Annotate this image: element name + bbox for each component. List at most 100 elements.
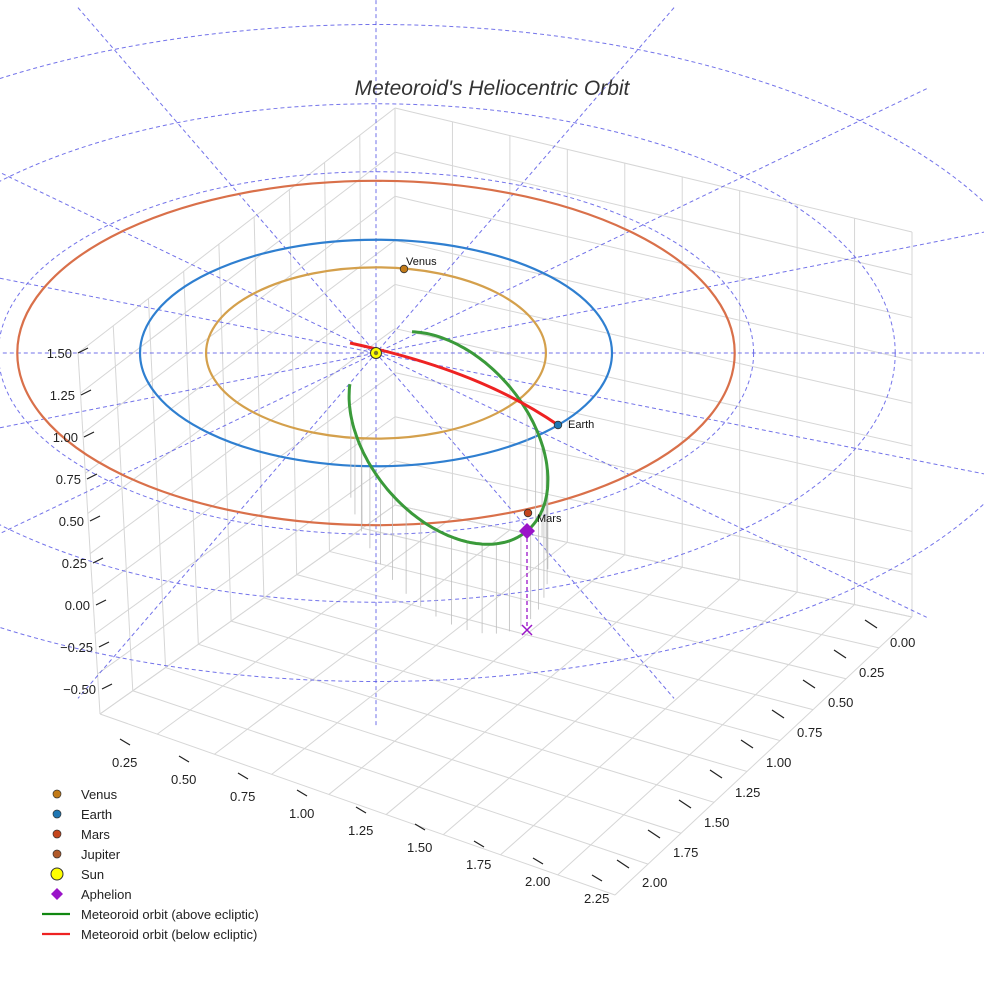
z-tick-label: 1.25 <box>50 388 75 403</box>
grid-line <box>359 135 363 529</box>
z-tick-label: 0.50 <box>59 514 84 529</box>
planet-earth-label: Earth <box>568 419 594 431</box>
x-tick-label: 2.25 <box>584 891 609 906</box>
x-tick-label: 1.25 <box>348 823 373 838</box>
grid-line <box>198 643 715 803</box>
grid-line <box>80 151 396 394</box>
legend-item-label: Meteoroid orbit (below ecliptic) <box>81 927 257 942</box>
grid-line <box>394 416 913 532</box>
grid-line <box>394 328 913 447</box>
orbit-mars <box>16 179 736 527</box>
y-tick-mark <box>864 619 878 629</box>
x-tick-mark <box>119 738 131 746</box>
planet-earth-marker <box>553 420 563 430</box>
grid-line <box>362 527 880 649</box>
legend-item-label: Venus <box>81 787 118 802</box>
grid-line <box>394 195 913 319</box>
x-tick-label: 2.00 <box>525 874 550 889</box>
orbit-earth <box>138 238 614 468</box>
legend-item-label: Meteoroid orbit (above ecliptic) <box>81 907 259 922</box>
x-tick-mark <box>296 789 308 797</box>
sun-core <box>373 350 379 356</box>
aphelion-projection-marker <box>521 624 533 636</box>
y-tick-mark <box>647 829 661 839</box>
planet-mars-marker <box>523 508 533 518</box>
legend-marker <box>50 867 64 881</box>
y-tick-label: 1.75 <box>673 845 698 860</box>
y-tick-label: 0.50 <box>828 695 853 710</box>
z-tick-mark <box>101 683 113 690</box>
grid-line <box>614 616 913 896</box>
y-tick-label: 0.00 <box>890 635 915 650</box>
z-tick-mark <box>98 641 110 648</box>
z-tick-mark <box>89 515 101 522</box>
y-tick-mark <box>771 709 785 719</box>
grid-line <box>557 604 855 876</box>
grid-line <box>394 460 913 575</box>
x-tick-label: 1.50 <box>407 840 432 855</box>
y-tick-mark <box>802 679 816 689</box>
z-tick-mark <box>92 557 104 564</box>
grid-line <box>329 550 847 680</box>
y-tick-mark <box>678 799 692 809</box>
y-tick-mark <box>709 769 723 779</box>
grid-line <box>394 107 913 233</box>
y-tick-label: 1.00 <box>766 755 791 770</box>
x-tick-mark <box>414 823 426 831</box>
x-tick-mark <box>355 806 367 814</box>
grid-line <box>92 372 396 595</box>
grid-line <box>85 239 396 474</box>
grid-line <box>94 416 396 635</box>
axis-ticks: 1.50 1.25 1.00 0.75 0.50 0.25 0.00 −0.25 −0.50 0.… <box>47 346 916 906</box>
z-tick-mark <box>95 599 107 606</box>
legend-marker <box>52 849 62 859</box>
grid-line <box>77 352 101 715</box>
grid-line <box>165 667 682 834</box>
z-tick-label: 0.75 <box>56 472 81 487</box>
legend-marker <box>52 789 62 799</box>
z-tick-mark <box>77 347 89 354</box>
grid-line <box>394 372 913 490</box>
x-tick-label: 0.75 <box>230 789 255 804</box>
grid-line <box>132 690 649 865</box>
grid-line <box>263 597 781 742</box>
grid-line <box>253 216 265 598</box>
grid-line <box>500 591 798 856</box>
grid-line <box>296 574 814 711</box>
grid-line <box>99 504 396 715</box>
legend-item-label: Jupiter <box>81 847 121 862</box>
z-tick-label: −0.50 <box>63 682 96 697</box>
y-tick-label: 0.75 <box>797 725 822 740</box>
grid-line <box>394 504 913 618</box>
grid-line <box>99 713 616 896</box>
grid-line <box>87 284 396 514</box>
orbit-venus <box>204 266 548 440</box>
planet-venus-label: Venus <box>406 256 437 268</box>
aphelion-marker <box>519 523 535 539</box>
x-tick-mark <box>178 755 190 763</box>
grid-line <box>77 107 396 354</box>
planet-venus-marker <box>399 264 409 274</box>
z-tick-mark <box>83 431 95 438</box>
x-tick-mark <box>237 772 249 780</box>
legend-marker <box>52 809 62 819</box>
y-tick-label: 1.50 <box>704 815 729 830</box>
y-tick-label: 2.00 <box>642 875 667 890</box>
z-tick-mark <box>86 473 98 480</box>
x-tick-label: 1.75 <box>466 857 491 872</box>
grid-line <box>112 325 134 691</box>
legend: Venus Earth Mars Jupiter Sun Aphelion Meteoroi… <box>42 787 259 942</box>
markers: Venus Earth Mars <box>370 256 594 636</box>
z-tick-mark <box>80 389 92 396</box>
legend-marker <box>52 829 62 839</box>
planet-orbits <box>16 179 736 527</box>
legend-item-label: Earth <box>81 807 112 822</box>
grid-line <box>394 151 913 276</box>
legend-item-label: Aphelion <box>81 887 132 902</box>
grid-line <box>218 244 232 622</box>
planet-mars-label: Mars <box>537 513 562 525</box>
grid-line <box>443 579 740 836</box>
x-tick-mark <box>473 840 485 848</box>
grid-line <box>324 162 330 552</box>
